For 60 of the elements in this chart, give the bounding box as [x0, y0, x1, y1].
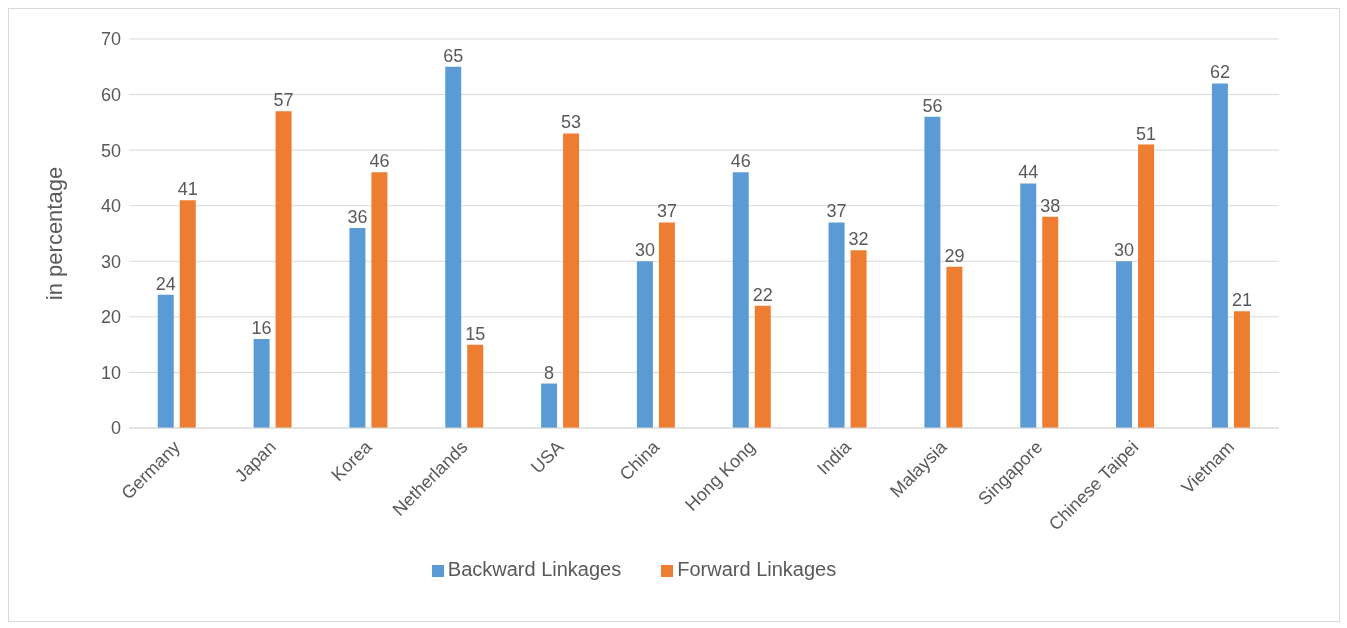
x-tick-label: USA	[527, 436, 568, 478]
data-label: 46	[730, 151, 751, 172]
data-label: 44	[1018, 162, 1039, 183]
bar	[467, 344, 484, 428]
bar	[157, 294, 174, 428]
y-tick-label: 60	[100, 84, 121, 105]
bar	[828, 222, 845, 428]
bar	[850, 250, 867, 428]
data-label: 29	[944, 245, 965, 266]
data-label: 36	[347, 206, 368, 227]
data-label: 16	[251, 318, 272, 339]
data-label: 65	[443, 45, 464, 66]
bar	[754, 305, 771, 428]
bar	[1116, 261, 1133, 428]
y-axis-title: in percentage	[41, 166, 67, 301]
data-label: 51	[1136, 123, 1157, 144]
y-tick-label: 70	[100, 29, 121, 50]
legend-label: Backward Linkages	[447, 558, 622, 580]
data-label: 22	[752, 284, 773, 305]
bar	[732, 172, 749, 428]
legend-label: Forward Linkages	[677, 558, 837, 580]
data-label: 57	[273, 90, 294, 111]
y-tick-label: 50	[100, 140, 121, 161]
bar	[275, 111, 292, 428]
y-tick-label: 10	[100, 362, 121, 383]
bar	[563, 133, 580, 428]
bar	[541, 383, 558, 428]
data-label: 21	[1231, 290, 1252, 311]
bar	[924, 116, 941, 428]
data-label: 38	[1040, 195, 1061, 216]
bar	[179, 200, 196, 428]
data-label: 53	[561, 112, 582, 133]
data-label: 15	[465, 323, 486, 344]
bar	[445, 66, 462, 428]
data-label: 8	[544, 362, 555, 383]
bar	[371, 172, 388, 428]
data-label: 30	[1114, 240, 1135, 261]
bar	[946, 266, 963, 428]
bar	[253, 339, 270, 428]
bar	[636, 261, 653, 428]
y-tick-label: 0	[110, 418, 121, 439]
bar	[349, 227, 366, 428]
y-tick-label: 20	[100, 307, 121, 328]
bar	[658, 222, 675, 428]
data-label: 32	[848, 229, 869, 250]
data-label: 41	[177, 179, 198, 200]
data-label: 62	[1209, 62, 1230, 83]
data-label: 24	[155, 273, 176, 294]
data-label: 56	[922, 95, 943, 116]
data-label: 37	[826, 201, 847, 222]
data-label: 46	[369, 151, 390, 172]
data-label: 30	[634, 240, 655, 261]
bar	[1211, 83, 1228, 428]
bar	[1020, 183, 1037, 428]
bar	[1042, 216, 1059, 428]
data-label: 37	[656, 201, 677, 222]
y-tick-label: 40	[100, 196, 121, 217]
bar	[1233, 311, 1250, 428]
y-tick-label: 30	[100, 251, 121, 272]
bar	[1138, 144, 1155, 428]
